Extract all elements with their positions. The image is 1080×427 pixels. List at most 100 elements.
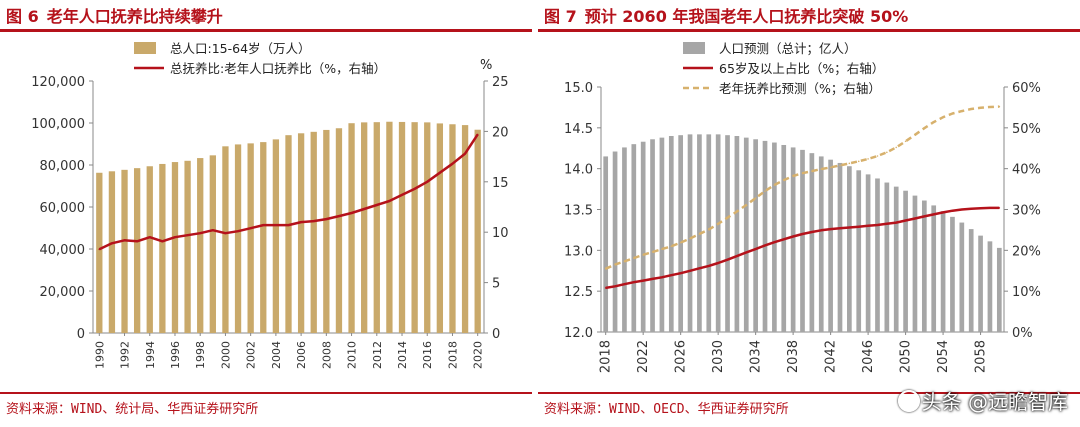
line-point-2006 bbox=[300, 221, 302, 223]
line-point-2056 bbox=[961, 110, 963, 112]
bar-2020 bbox=[622, 147, 627, 332]
x-tick-label: 2022 bbox=[636, 340, 651, 373]
line-point-2007 bbox=[312, 220, 315, 222]
line-point-1992 bbox=[123, 239, 126, 242]
figure-7-caption: 预计 2060 年我国老年人口抚养比突破 50% bbox=[584, 7, 909, 26]
line-point-2047 bbox=[876, 155, 879, 157]
bar-2021 bbox=[631, 144, 637, 332]
line-point-2048 bbox=[886, 151, 888, 154]
line-point-2029 bbox=[707, 265, 710, 267]
line-point-1998 bbox=[199, 232, 202, 235]
x-tick-label: 2030 bbox=[711, 340, 726, 373]
line-point-2032 bbox=[736, 210, 738, 213]
bar-2036 bbox=[772, 142, 777, 332]
left-tick-label: 15.0 bbox=[564, 81, 593, 96]
line-point-2027 bbox=[689, 269, 691, 272]
x-tick-label: 2046 bbox=[861, 340, 876, 373]
left-tick-label: 80,000 bbox=[40, 159, 86, 174]
bar-2039 bbox=[800, 149, 805, 332]
x-tick-label: 2026 bbox=[674, 340, 689, 373]
bar-2018 bbox=[603, 156, 609, 332]
left-tick-label: 60,000 bbox=[40, 201, 86, 216]
x-tick-label: 2034 bbox=[749, 340, 764, 373]
right-axis-unit: % bbox=[480, 58, 492, 73]
line-point-2040 bbox=[811, 231, 813, 233]
x-tick-label: 1996 bbox=[169, 341, 182, 369]
bar-1997 bbox=[184, 160, 191, 333]
line-point-2059 bbox=[989, 207, 991, 209]
bar-2003 bbox=[260, 142, 267, 333]
line-point-2028 bbox=[698, 267, 701, 270]
left-tick-label: 13.0 bbox=[564, 244, 593, 259]
line-point-2052 bbox=[923, 127, 926, 130]
right-tick-label: 0 bbox=[492, 327, 500, 342]
bar-1995 bbox=[159, 163, 166, 333]
bar-2001 bbox=[234, 144, 242, 333]
right-tick-label: 15 bbox=[492, 176, 509, 191]
line-point-2035 bbox=[764, 244, 766, 247]
line-point-2014 bbox=[401, 194, 403, 196]
line-point-2060 bbox=[998, 207, 1001, 209]
left-tick-label: 120,000 bbox=[31, 75, 85, 90]
bar-2024 bbox=[659, 137, 665, 332]
figure-6-caption: 老年人口抚养比持续攀升 bbox=[46, 7, 223, 26]
bar-2027 bbox=[687, 134, 693, 332]
line-point-2031 bbox=[726, 258, 729, 261]
line-point-2058 bbox=[979, 207, 982, 210]
line-point-2008 bbox=[325, 218, 328, 220]
line-point-2047 bbox=[876, 224, 879, 226]
line-point-2009 bbox=[338, 215, 340, 217]
line-point-2038 bbox=[792, 175, 794, 177]
line-point-1993 bbox=[136, 240, 138, 243]
bar-2015 bbox=[411, 122, 418, 333]
bar-2054 bbox=[940, 211, 946, 332]
bar-2008 bbox=[323, 129, 330, 333]
line-point-2042 bbox=[829, 228, 832, 230]
right-tick-label: 20% bbox=[1012, 244, 1041, 259]
left-tick-label: 40,000 bbox=[40, 243, 86, 258]
line-point-2019 bbox=[464, 152, 466, 155]
line-point-2038 bbox=[792, 235, 794, 238]
figure-7-number: 图 7 bbox=[544, 7, 577, 26]
x-tick-label: 2042 bbox=[824, 340, 839, 373]
camera-icon bbox=[897, 390, 920, 412]
bar-2041 bbox=[818, 156, 824, 332]
bar-2019 bbox=[461, 125, 469, 333]
bar-2040 bbox=[809, 153, 815, 332]
line-point-2050 bbox=[904, 140, 907, 143]
bar-2057 bbox=[968, 229, 974, 332]
line-point-2037 bbox=[782, 179, 785, 181]
line-point-2051 bbox=[914, 133, 916, 136]
line-point-2049 bbox=[895, 146, 898, 149]
line-point-2026 bbox=[679, 241, 682, 244]
bar-2009 bbox=[335, 128, 343, 333]
bar-2019 bbox=[612, 151, 618, 332]
line-point-2056 bbox=[961, 208, 963, 211]
line-point-2054 bbox=[942, 116, 944, 119]
bar-2046 bbox=[865, 174, 871, 332]
figure-6-title: 图 6 老年人口抚养比持续攀升 bbox=[6, 3, 231, 27]
line-point-1994 bbox=[148, 236, 151, 239]
line-point-2057 bbox=[970, 207, 972, 210]
legend-swatch-bar bbox=[134, 42, 156, 54]
right-tick-label: 10% bbox=[1012, 285, 1041, 300]
line-point-1996 bbox=[174, 236, 176, 239]
x-tick-label: 2006 bbox=[295, 341, 308, 369]
x-tick-label: 2010 bbox=[346, 341, 359, 369]
legend-label: 人口预测（总计；亿人） bbox=[719, 41, 857, 56]
line-point-2051 bbox=[914, 217, 916, 220]
line-point-2029 bbox=[707, 228, 710, 231]
line-point-2046 bbox=[867, 225, 869, 227]
x-tick-label: 1992 bbox=[119, 341, 132, 369]
legend-label: 总抚养比:老年人口抚养比（%，右轴） bbox=[170, 61, 386, 76]
figure-7-chart: 12.0 12.5 13.0 13.5 14.0 14.5 15.0 0% 10% 20% 30% 4… bbox=[564, 41, 1041, 373]
bar-2023 bbox=[650, 139, 655, 332]
bar-2035 bbox=[762, 140, 768, 332]
left-tick-label: 100,000 bbox=[31, 117, 85, 132]
line-point-2036 bbox=[773, 241, 776, 243]
x-tick-label: 2002 bbox=[245, 341, 258, 369]
x-tick-label: 2018 bbox=[599, 340, 614, 373]
line-point-2010 bbox=[350, 212, 353, 214]
bar-2016 bbox=[424, 122, 431, 334]
bar-2053 bbox=[931, 205, 937, 332]
